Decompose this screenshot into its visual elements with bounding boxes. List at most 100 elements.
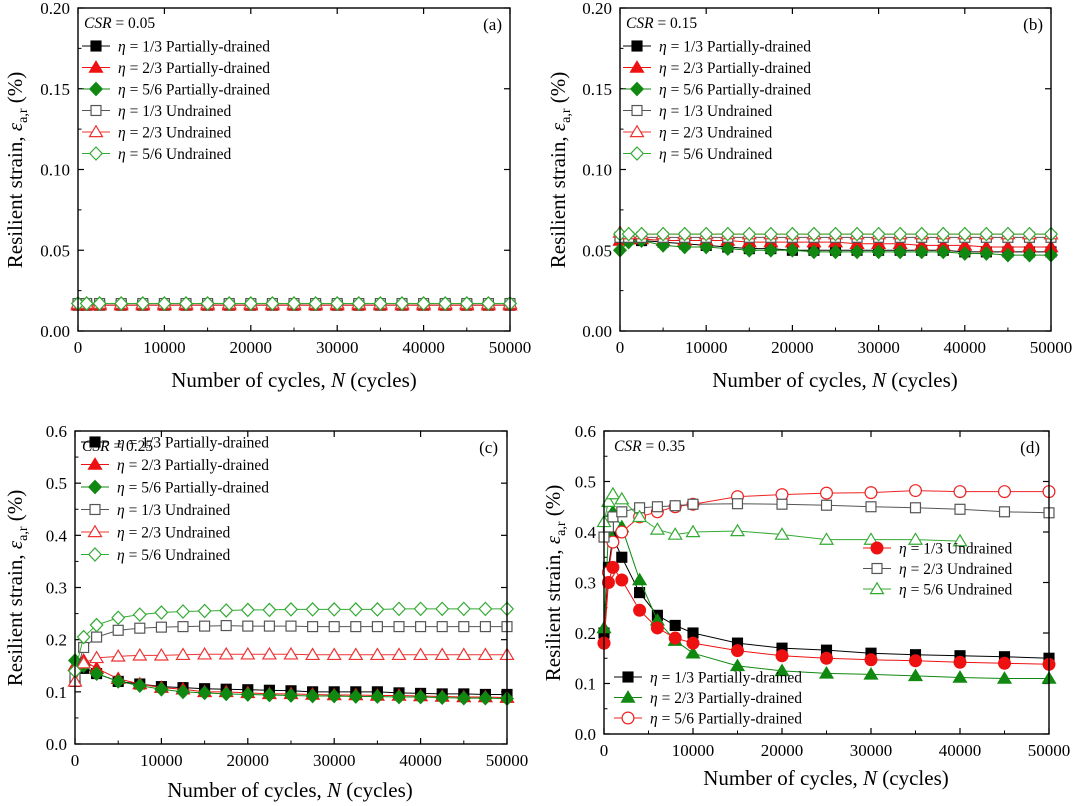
data-point (729, 658, 746, 672)
data-point (330, 296, 345, 311)
data-point (742, 226, 757, 242)
data-point (649, 522, 665, 535)
legend-label: η = 5/6 Undrained (899, 582, 1013, 599)
y-label-prefix: Resilient strain, (541, 544, 565, 681)
data-point (650, 621, 664, 635)
y-label-prefix: Resilient strain, (3, 131, 27, 268)
y-tick-label: 0.4 (46, 526, 68, 545)
legend-marker (629, 81, 645, 97)
x-axis-label: Number of cycles, N (cycles) (712, 368, 958, 392)
data-point (240, 602, 255, 618)
csr-value: = 0.25 (110, 438, 154, 455)
series-line (603, 566, 1050, 665)
legend-item: η = 2/3 Partially-drained (614, 690, 802, 707)
y-label-var: ε (3, 122, 27, 131)
legend-eta: η (118, 125, 126, 142)
legend-marker (87, 457, 103, 470)
legend-text: = 1/3 Undrained (126, 103, 232, 120)
data-point (936, 226, 951, 242)
y-label-suffix: (%) (546, 72, 570, 109)
legend-item: η = 5/6 Undrained (623, 146, 773, 163)
data-point (348, 647, 364, 661)
data-point (893, 244, 908, 260)
data-point (954, 503, 966, 515)
data-point (634, 587, 646, 599)
legend-text: = 1/3 Partially-drained (658, 670, 803, 687)
legend-eta: η (117, 502, 125, 519)
csr-label: CSR = 0.15 (626, 15, 697, 32)
y-tick-label: 0.20 (40, 0, 70, 18)
y-tick-label: 0.6 (575, 422, 596, 441)
data-point (283, 602, 299, 617)
data-point (262, 602, 277, 618)
data-point (456, 690, 471, 706)
legend-item: η = 5/6 Undrained (81, 547, 231, 564)
legend-marker (620, 690, 636, 703)
legend-item: η = 2/3 Undrained (863, 561, 1013, 578)
series-line (74, 667, 507, 695)
x-tick-label: 0 (600, 741, 609, 760)
data-point (89, 666, 104, 681)
y-tick-label: 0.10 (40, 161, 70, 180)
legend-eta: η (659, 125, 667, 142)
legend-marker (631, 104, 643, 117)
legend-eta: η (118, 103, 126, 120)
series-line (619, 238, 1051, 248)
legend-text: = 1/3 Undrained (125, 502, 231, 519)
data-point (699, 239, 714, 255)
legend-text: = 5/6 Undrained (125, 547, 231, 564)
legend-text: = 2/3 Partially-drained (667, 60, 812, 77)
data-point (132, 678, 147, 693)
data-point (615, 573, 629, 587)
x-tick-label: 30000 (850, 741, 893, 760)
y-tick-label: 0.05 (40, 241, 70, 260)
legend-item: η = 5/6 Partially-drained (82, 82, 270, 99)
plot-frame (77, 7, 511, 332)
series-line (74, 659, 508, 699)
data-point (998, 485, 1011, 499)
x-tick-label: 10000 (140, 751, 183, 770)
x-tick-label: 10000 (685, 338, 728, 357)
data-point (806, 226, 821, 242)
data-point (864, 486, 878, 500)
legend-eta: η (899, 541, 907, 558)
data-point (79, 296, 94, 311)
plot-frame (74, 430, 508, 745)
data-point (820, 651, 833, 665)
y-label-var: ε (541, 535, 565, 544)
data-point (391, 689, 407, 705)
data-point (957, 226, 972, 242)
y-tick-label: 0.15 (582, 80, 612, 99)
data-point (667, 527, 683, 540)
data-point (1000, 247, 1015, 263)
legend-text: = 5/6 Undrained (126, 146, 232, 163)
data-point (632, 572, 648, 586)
x-label-suffix: (cycles) (877, 766, 949, 790)
x-label-suffix: (cycles) (341, 778, 413, 802)
legend-label: η = 2/3 Undrained (118, 125, 232, 142)
data-point (371, 621, 383, 633)
legend-marker (87, 524, 103, 538)
y-tick-label: 0.10 (582, 161, 612, 180)
data-point (871, 244, 886, 260)
data-point (952, 670, 968, 683)
legend-text: = 5/6 Undrained (667, 146, 773, 163)
data-point (111, 674, 126, 689)
data-point (132, 607, 147, 623)
legend-eta: η (650, 670, 658, 687)
y-label-sub: a,r (16, 526, 31, 541)
x-axis-label: Number of cycles, N (cycles) (167, 778, 413, 802)
legend-label: η = 1/3 Partially-drained (118, 39, 270, 56)
legend-eta: η (650, 711, 658, 728)
data-point (111, 610, 126, 626)
csr-value: = 0.35 (642, 438, 686, 455)
data-point (979, 226, 994, 242)
data-point (1022, 226, 1037, 242)
data-point (656, 238, 671, 253)
x-label-var: N (862, 766, 878, 790)
panel-c: 0 10000 20000 30000 40000 50000 0.0 0.1 0.2 0.3 0.… (3, 422, 528, 802)
y-tick-label: 0.5 (46, 474, 67, 493)
data-point (668, 631, 682, 645)
legend-marker (89, 503, 101, 516)
x-tick-label: 50000 (1030, 338, 1073, 357)
